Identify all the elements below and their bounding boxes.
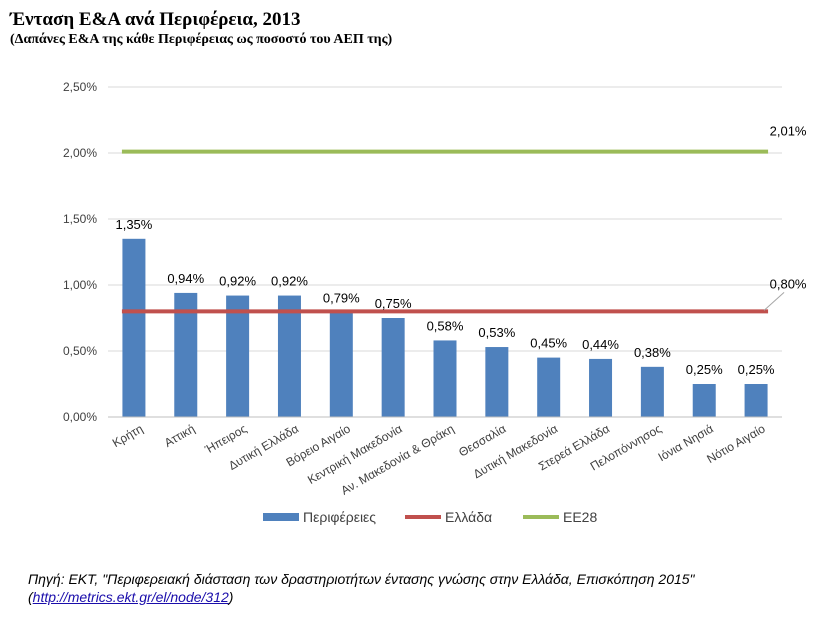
- leader-line: [763, 292, 785, 311]
- bar: [381, 318, 405, 417]
- y-tick-label: 0,50%: [63, 344, 97, 358]
- source-text: Πηγή: ΕΚΤ, "Περιφερειακή διάσταση των δρ…: [28, 571, 695, 587]
- bar: [537, 357, 561, 417]
- bar: [589, 358, 613, 417]
- y-tick-label: 0,00%: [63, 410, 97, 424]
- bar-data-label: 0,53%: [478, 325, 515, 340]
- reference-line-label: 2,01%: [770, 124, 807, 139]
- source-link-open: (: [28, 589, 33, 605]
- bar-chart: 0,00% 0,50% 1,00% 1,50% 2,00% 2,50% 1,35% 0,94%…: [63, 80, 807, 525]
- x-tick-label: Αττική: [162, 421, 197, 450]
- y-tick-label: 2,00%: [63, 146, 97, 160]
- bar-data-label: 0,25%: [738, 362, 775, 377]
- bar-data-label: 0,92%: [271, 274, 308, 289]
- reference-line-label: 0,80%: [770, 276, 807, 291]
- bar: [277, 295, 301, 417]
- bar: [692, 384, 716, 417]
- bar-data-label: 0,38%: [634, 345, 671, 360]
- legend-label: ΕΕ28: [563, 509, 597, 525]
- bar-data-label: 0,45%: [530, 336, 567, 351]
- bar: [174, 292, 198, 417]
- bar: [744, 384, 768, 417]
- chart-title: Ένταση Ε&Α ανά Περιφέρεια, 2013: [10, 9, 301, 30]
- legend-label: Ελλάδα: [445, 509, 492, 525]
- y-tick-label: 1,50%: [63, 212, 97, 226]
- y-tick-label: 2,50%: [63, 80, 97, 94]
- bar-data-label: 0,25%: [686, 362, 723, 377]
- bar: [329, 312, 353, 417]
- bar-data-label: 0,79%: [323, 291, 360, 306]
- bar: [433, 340, 457, 417]
- bar: [226, 295, 250, 417]
- chart-subtitle: (Δαπάνες Ε&Α της κάθε Περιφέρειας ως ποσ…: [10, 32, 393, 47]
- legend-swatch: [263, 513, 299, 521]
- x-tick-label: Κρήτη: [110, 421, 146, 450]
- source-link-close: ): [228, 589, 234, 605]
- bar-data-label: 0,94%: [167, 271, 204, 286]
- source-note: Πηγή: ΕΚΤ, "Περιφερειακή διάσταση των δρ…: [28, 570, 818, 606]
- bar-data-label: 0,58%: [427, 318, 464, 333]
- bar-data-label: 0,92%: [219, 274, 256, 289]
- bar: [122, 238, 146, 417]
- bar-data-label: 0,75%: [375, 296, 412, 311]
- bar: [485, 347, 509, 417]
- y-tick-label: 1,00%: [63, 278, 97, 292]
- legend-label: Περιφέρειες: [303, 509, 376, 525]
- bar-data-label: 1,35%: [115, 217, 152, 232]
- bar-data-label: 0,44%: [582, 337, 619, 352]
- bar: [640, 366, 664, 417]
- x-tick-label: Νότιο Αιγαίο: [704, 421, 767, 466]
- source-link[interactable]: http://metrics.ekt.gr/el/node/312: [32, 589, 229, 605]
